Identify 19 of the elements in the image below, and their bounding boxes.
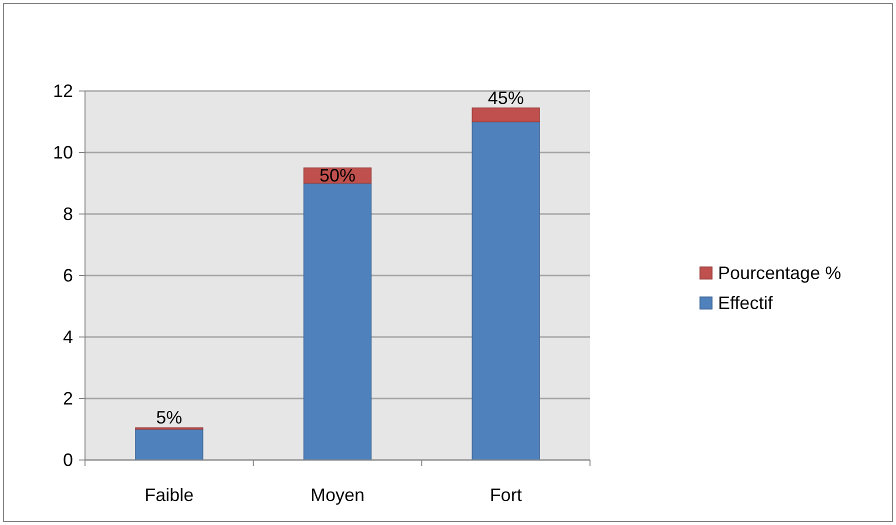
bar <box>135 428 204 460</box>
y-tick-label: 0 <box>62 450 73 470</box>
bar <box>472 108 540 122</box>
data-label: 45% <box>488 88 524 108</box>
x-tick-label: Faible <box>144 485 194 505</box>
data-label: 5% <box>156 408 182 428</box>
data-label: 50% <box>319 166 356 186</box>
y-tick-label: 6 <box>62 266 73 286</box>
legend-label: Effectif <box>718 293 774 313</box>
y-tick-label: 2 <box>62 388 73 408</box>
x-tick-label: Fort <box>490 485 522 505</box>
bar <box>303 182 372 460</box>
bar <box>472 121 540 460</box>
y-tick-label: 12 <box>52 81 73 101</box>
legend-label: Pourcentage % <box>718 263 842 283</box>
y-tick-label: 4 <box>62 327 73 347</box>
y-tick-label: 8 <box>62 204 73 224</box>
x-tick-label: Moyen <box>310 485 365 505</box>
y-tick-label: 10 <box>52 142 73 162</box>
